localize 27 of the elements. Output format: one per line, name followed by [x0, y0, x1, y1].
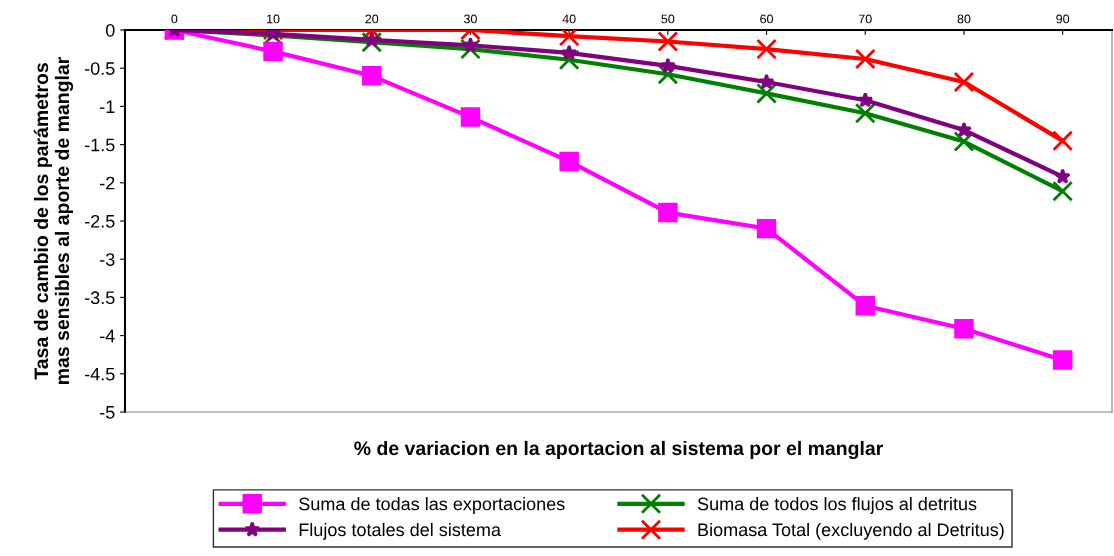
- x-axis-title: % de variacion en la aportacion al sistema por el manglar: [354, 440, 883, 460]
- x-tick-label: 50: [661, 14, 675, 24]
- y-tick-label: -1: [100, 100, 115, 113]
- x-tick-label: 10: [267, 14, 280, 24]
- y-tick-label: -1.5: [84, 138, 115, 152]
- legend-label: Flujos totales del sistema: [299, 522, 501, 540]
- y-tick-label: -5: [100, 406, 115, 419]
- y-tick-label: -4.5: [84, 367, 115, 381]
- x-tick-label: 0: [171, 14, 178, 24]
- x-tick-label: 30: [463, 14, 477, 24]
- legend-label: Suma de todos los flujos al detritus: [697, 497, 977, 514]
- y-tick-label: -4: [100, 329, 115, 343]
- y-tick-label: -3: [100, 253, 115, 266]
- x-tick-label: 70: [858, 14, 872, 24]
- x-tick-label: 60: [760, 14, 774, 24]
- legend-label: Biomasa Total (excluyendo al Detritus): [698, 522, 1004, 540]
- y-axis-title: Tasa de cambio de los parámetros mas sensibles al aporte de manglar: [33, 57, 74, 384]
- legend-label: Suma de todas las exportaciones: [299, 497, 565, 514]
- x-tick-label: 90: [1056, 14, 1070, 24]
- x-tick-label: 40: [562, 14, 576, 24]
- x-tick-label: 80: [957, 14, 971, 24]
- y-tick-label: -2.5: [84, 214, 115, 228]
- y-tick-label: -0.5: [84, 62, 115, 75]
- y-tick-label: -2: [100, 176, 115, 190]
- y-tick-label: 0: [105, 23, 115, 37]
- y-tick-label: -3.5: [84, 291, 115, 305]
- x-tick-label: 20: [365, 14, 379, 24]
